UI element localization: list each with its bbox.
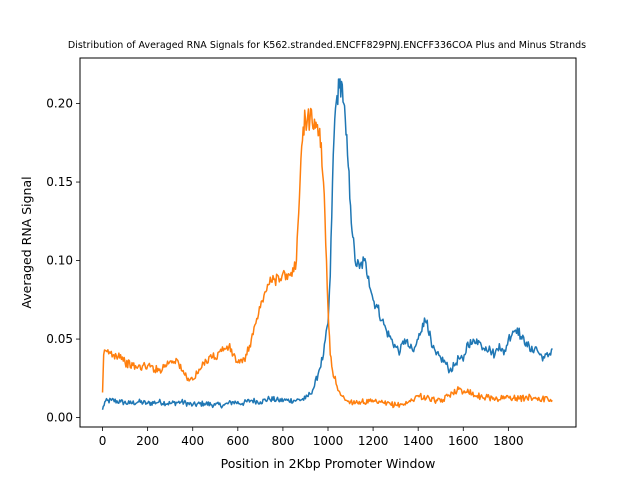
series-line-2 — [101, 107, 553, 409]
x-tick-label: 800 — [271, 434, 294, 448]
x-tick-label: 200 — [136, 434, 159, 448]
y-axis-ticks: 0.00 0.05 0.10 0.15 0.20 — [46, 97, 80, 425]
x-tick-label: 400 — [181, 434, 204, 448]
x-axis-ticks: 0 200 400 600 800 1000 1200 1400 1600 1800 — [99, 427, 524, 448]
y-tick-label: 0.10 — [46, 254, 73, 268]
chart-title: Distribution of Averaged RNA Signals for… — [68, 40, 586, 51]
plot-series — [101, 78, 553, 410]
y-axis-label: Averaged RNA Signal — [19, 176, 34, 308]
x-tick-label: 1200 — [358, 434, 389, 448]
y-tick-label: 0.05 — [46, 332, 73, 346]
series-line-1 — [101, 78, 553, 410]
x-tick-label: 1800 — [493, 434, 524, 448]
y-tick-label: 0.15 — [46, 175, 73, 189]
x-tick-label: 1600 — [448, 434, 479, 448]
x-tick-label: 1000 — [313, 434, 344, 448]
y-tick-label: 0.20 — [46, 97, 73, 111]
x-axis-label: Position in 2Kbp Promoter Window — [221, 456, 436, 471]
y-tick-label: 0.00 — [46, 411, 73, 425]
x-tick-label: 1400 — [403, 434, 434, 448]
x-tick-label: 0 — [99, 434, 107, 448]
x-tick-label: 600 — [226, 434, 249, 448]
